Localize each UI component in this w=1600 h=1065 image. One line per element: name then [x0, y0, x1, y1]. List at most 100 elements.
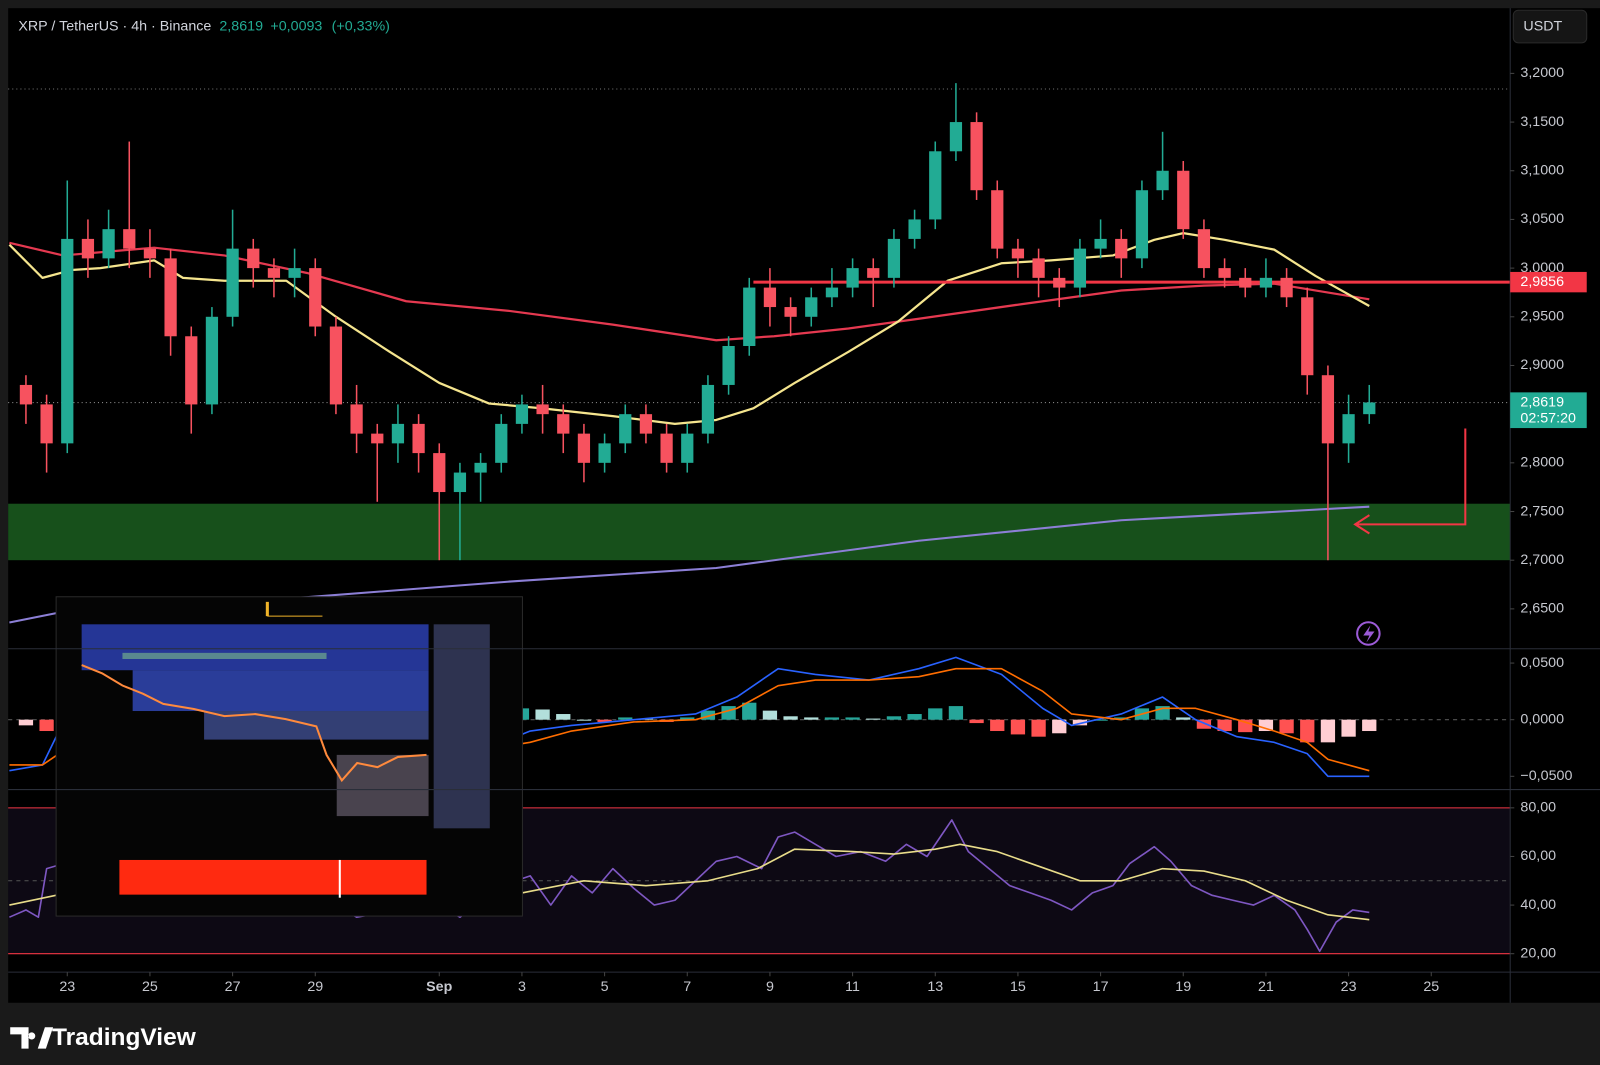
y-tick-label: 40,00 [1520, 897, 1556, 913]
x-tick-label: 23 [59, 979, 75, 995]
histogram-bar [907, 714, 922, 720]
candle-body [536, 404, 549, 415]
candle-body [825, 287, 839, 298]
candle-body [40, 404, 53, 444]
histogram-bar [845, 717, 860, 720]
candle-body [1321, 375, 1335, 444]
histogram-bar [535, 709, 550, 720]
histogram-bar [680, 717, 695, 720]
symbol-title: XRP / TetherUS · 4h · Binance [18, 18, 211, 34]
candle-body [1239, 277, 1252, 288]
histogram-bar [866, 718, 881, 720]
x-tick-label: Sep [426, 979, 452, 995]
candle-body [61, 238, 74, 444]
candle-body [267, 268, 281, 278]
candle-body [226, 248, 239, 317]
histogram-bar [1052, 719, 1067, 734]
histogram-bar [700, 710, 716, 720]
inset-band [81, 624, 429, 671]
y-tick-label: 3,0000 [1520, 260, 1564, 276]
x-tick-label: 3 [518, 979, 526, 995]
y-tick-label: 20,00 [1520, 945, 1556, 961]
candle-body [743, 287, 756, 347]
candle-body [1073, 248, 1087, 288]
header-change-percent: (+0,33%) [332, 18, 390, 34]
candle-body [515, 404, 529, 424]
y-tick-label: −0,0500 [1520, 768, 1572, 784]
y-tick-label: 2,8000 [1520, 455, 1564, 471]
candle-body [474, 462, 487, 473]
y-tick-label: 80,00 [1520, 800, 1556, 816]
candle-body [350, 404, 363, 434]
candle-body [598, 443, 611, 463]
histogram-bar [990, 719, 1005, 732]
alert-bolt [1363, 625, 1375, 643]
candle-body [329, 326, 343, 405]
x-tick-label: 11 [845, 979, 860, 995]
last-price-box [1510, 392, 1587, 429]
histogram-bar [1114, 717, 1129, 720]
candle-body [391, 423, 405, 444]
level-price-box [1510, 271, 1587, 293]
x-tick-label: 29 [307, 979, 323, 995]
candle-body [557, 414, 570, 434]
x-tick-label: 25 [142, 979, 158, 995]
candle-body [1197, 229, 1211, 269]
histogram-bar [18, 719, 34, 726]
candle-body [1280, 277, 1293, 298]
candle-body [970, 122, 983, 191]
histogram-bar [1196, 719, 1212, 729]
candle-body [619, 414, 632, 444]
inset-delta-block [119, 859, 427, 895]
y-tick-label: 2,7500 [1520, 503, 1564, 519]
x-tick-label: 17 [1093, 979, 1109, 995]
candle-body [1032, 258, 1045, 278]
candle-body [1135, 190, 1149, 259]
candle-body [19, 384, 33, 405]
level-price-label: 2,9856 [1520, 274, 1564, 290]
histogram-bar [1320, 719, 1336, 743]
candle-body [433, 453, 446, 493]
inset-band [132, 670, 429, 712]
candle-body [681, 433, 694, 463]
y-tick-label: 60,00 [1520, 848, 1556, 864]
candle-body [309, 268, 322, 327]
histogram-bar [928, 708, 943, 720]
histogram-bar [1341, 719, 1356, 737]
histogram-bar [886, 716, 902, 720]
histogram-bar [576, 719, 592, 721]
histogram-bar [742, 702, 757, 720]
indicator-line [8, 231, 1370, 425]
histogram-bar [948, 706, 964, 720]
last-price-label: 2,8619 [1520, 394, 1564, 410]
candle-body [123, 229, 136, 249]
candle-body [247, 248, 260, 269]
inset-band [122, 652, 327, 659]
histogram-bar [783, 716, 798, 720]
histogram-bar [1362, 719, 1377, 732]
x-tick-label: 7 [683, 979, 691, 995]
y-tick-label: 3,1000 [1520, 163, 1564, 179]
candle-body [701, 384, 715, 434]
histogram-bar [556, 714, 571, 720]
histogram-bar [804, 717, 819, 720]
inset-heatmap [55, 596, 523, 917]
histogram-bar [824, 717, 840, 720]
x-tick-label: 5 [601, 979, 609, 995]
candle-body [722, 346, 735, 385]
y-tick-label: 0,0000 [1520, 711, 1564, 727]
x-tick-label: 21 [1258, 979, 1274, 995]
candle-body [1011, 248, 1025, 259]
y-tick-label: 3,0500 [1520, 211, 1564, 227]
x-tick-label: 23 [1341, 979, 1357, 995]
inset-price-line [81, 664, 427, 783]
alert-icon[interactable] [1356, 621, 1381, 646]
x-tick-label: 15 [1010, 979, 1026, 995]
currency-button[interactable] [1512, 9, 1588, 44]
y-tick-label: 2,6500 [1520, 601, 1564, 617]
candle-body [784, 307, 797, 317]
inset-profile [433, 624, 490, 829]
histogram-bar [1072, 719, 1088, 726]
candle-body [1342, 414, 1355, 444]
candle-body [205, 316, 219, 405]
